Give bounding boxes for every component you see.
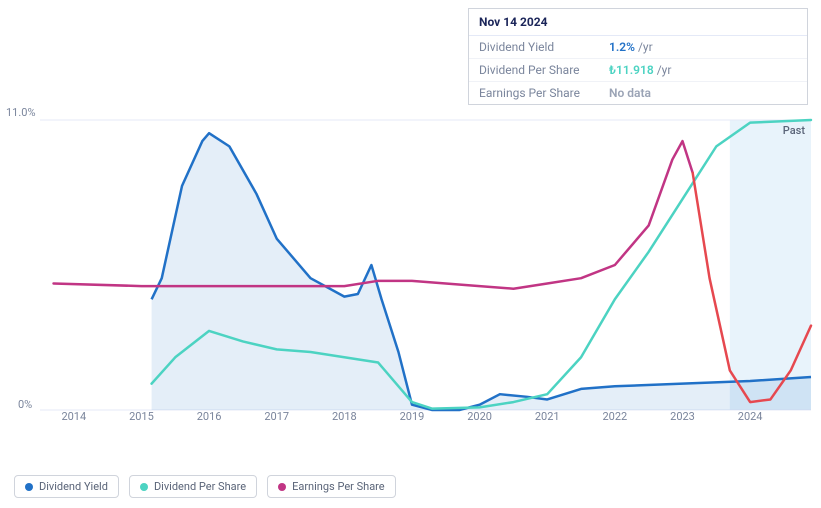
x-axis: 2014 2015 2016 2017 2018 2019 2020 2021 2022 2023… — [40, 410, 811, 426]
x-axis-tick: 2019 — [400, 410, 425, 423]
x-axis-tick: 2016 — [197, 410, 222, 423]
infobox-label: Dividend Per Share — [479, 63, 609, 77]
infobox-value: ₺11.918/yr — [609, 63, 671, 77]
legend-item-dividend-per-share[interactable]: Dividend Per Share — [129, 475, 257, 498]
legend-dot — [140, 483, 148, 491]
infobox-date: Nov 14 2024 — [469, 9, 807, 36]
tooltip-infobox: Nov 14 2024 Dividend Yield 1.2%/yr Divid… — [468, 8, 808, 105]
infobox-row: Dividend Per Share ₺11.918/yr — [469, 59, 807, 82]
x-axis-tick: 2020 — [467, 410, 492, 423]
infobox-value: No data — [609, 86, 654, 100]
legend-label: Dividend Yield — [39, 480, 108, 493]
legend-item-earnings-per-share[interactable]: Earnings Per Share — [267, 475, 396, 498]
infobox-label: Dividend Yield — [479, 40, 609, 54]
chart-area[interactable]: 11.0% 0% Past 20142015201620172018201920… — [0, 110, 821, 450]
x-axis-tick: 2023 — [670, 410, 695, 423]
legend-item-dividend-yield[interactable]: Dividend Yield — [14, 475, 119, 498]
infobox-row: Dividend Yield 1.2%/yr — [469, 36, 807, 59]
infobox-label: Earnings Per Share — [479, 86, 609, 100]
x-axis-tick: 2014 — [61, 410, 86, 423]
chart-legend: Dividend Yield Dividend Per Share Earnin… — [14, 475, 396, 498]
x-axis-tick: 2015 — [129, 410, 154, 423]
x-axis-tick: 2021 — [535, 410, 560, 423]
chart-svg — [0, 110, 821, 450]
legend-label: Earnings Per Share — [292, 480, 385, 493]
x-axis-tick: 2022 — [602, 410, 627, 423]
infobox-value: 1.2%/yr — [609, 40, 653, 54]
infobox-row: Earnings Per Share No data — [469, 82, 807, 104]
x-axis-tick: 2024 — [738, 410, 763, 423]
x-axis-tick: 2017 — [264, 410, 289, 423]
x-axis-tick: 2018 — [332, 410, 357, 423]
past-badge: Past — [783, 124, 805, 137]
legend-label: Dividend Per Share — [154, 480, 246, 493]
legend-dot — [25, 483, 33, 491]
legend-dot — [278, 483, 286, 491]
